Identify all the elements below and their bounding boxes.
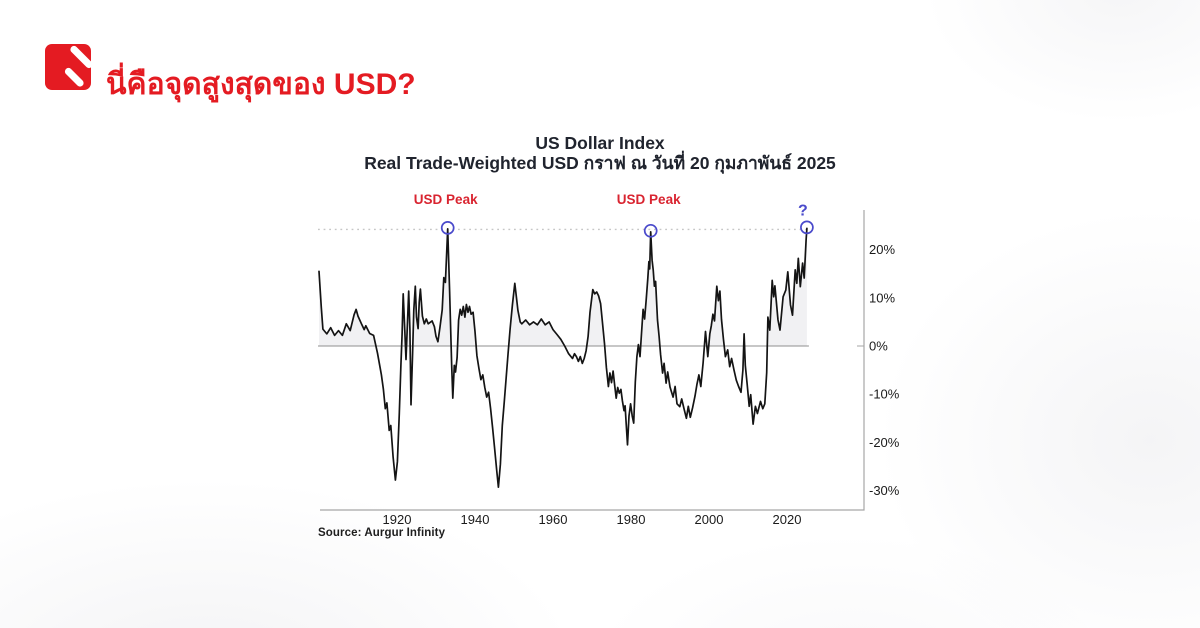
brand-logo-icon (45, 44, 93, 90)
peak-circle-marker (643, 223, 658, 238)
y-tick-label: 10% (869, 290, 895, 305)
peak-circle-marker (800, 220, 814, 235)
y-tick-label: 0% (869, 339, 888, 354)
chart-title-line1: US Dollar Index (535, 133, 665, 153)
usd-peak-label: USD Peak (617, 192, 681, 207)
x-tick-label: 1960 (539, 512, 568, 527)
usd-series-line (318, 227, 808, 489)
chart-title: US Dollar Index Real Trade-Weighted USD … (200, 133, 1000, 173)
y-tick-label: -30% (869, 483, 900, 498)
axis-lines (320, 210, 865, 511)
usd-peak-label: USD Peak (414, 192, 478, 207)
y-tick-label: -20% (869, 435, 900, 450)
y-tick-label: -10% (869, 387, 900, 402)
y-tick-label: 20% (869, 242, 895, 257)
x-tick-label: 1980 (617, 512, 646, 527)
chart-title-line2: Real Trade-Weighted USD กราฟ ณ วันที่ 20… (364, 152, 836, 173)
peak-circle-marker (440, 221, 455, 235)
question-annotation: ? (798, 202, 808, 219)
x-tick-label: 1940 (461, 512, 490, 527)
x-tick-label: 2020 (773, 512, 802, 527)
page-title: นี่คือจุดสูงสุดของ USD? (106, 68, 416, 102)
x-tick-label: 1920 (383, 512, 412, 527)
chart-source: Source: Aurgur Infinity (318, 527, 446, 539)
x-tick-label: 2000 (695, 512, 724, 527)
area-fill-positive (319, 228, 807, 346)
